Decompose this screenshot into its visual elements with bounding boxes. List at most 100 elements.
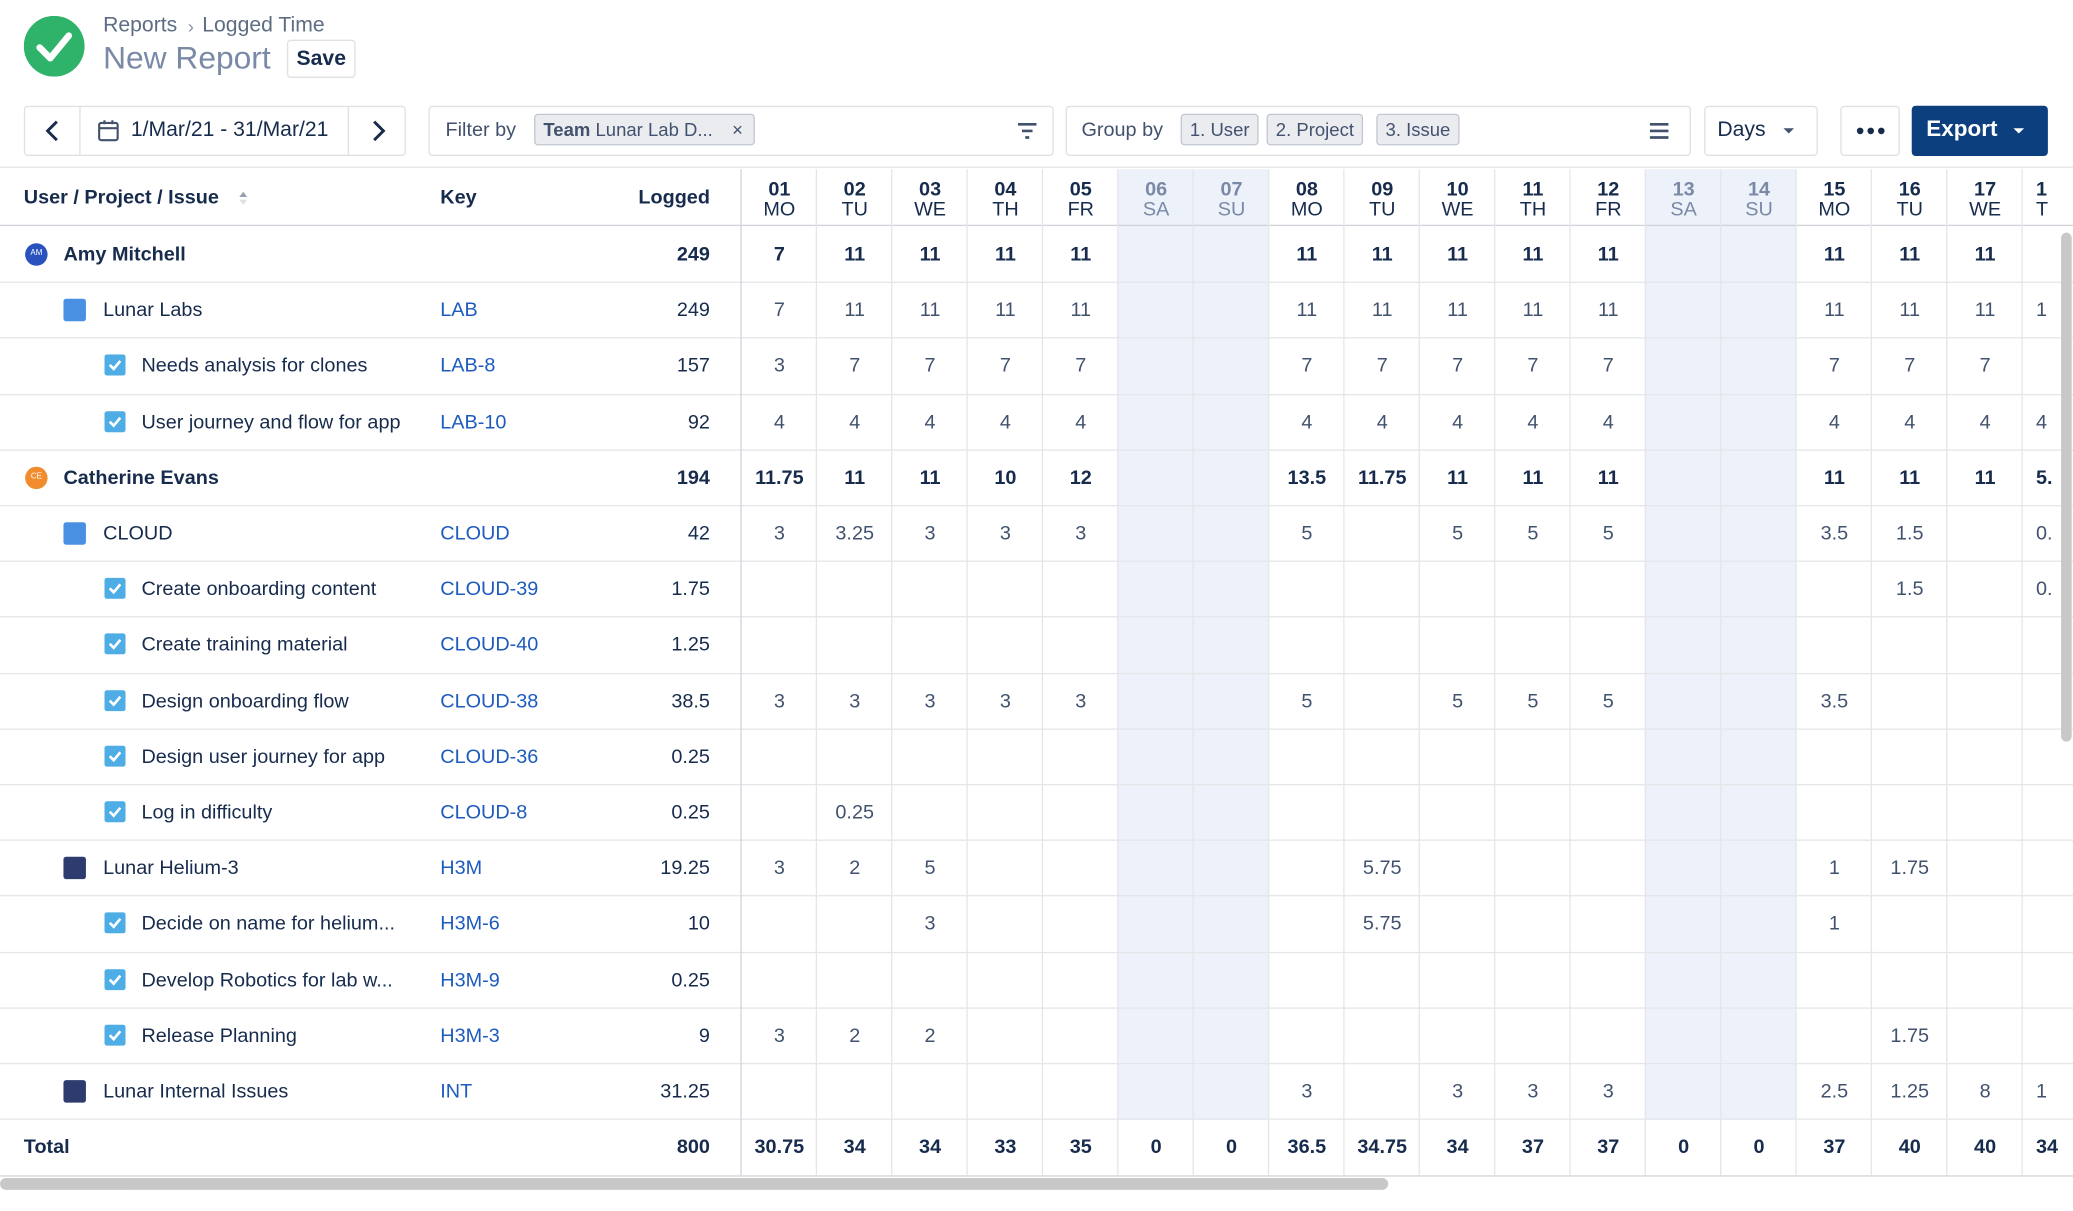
column-line bbox=[1343, 169, 1345, 1176]
day-hours: 3 bbox=[1075, 689, 1087, 713]
day-hours: 8 bbox=[1979, 1080, 1991, 1103]
issue-key[interactable]: CLOUD-38 bbox=[440, 689, 539, 713]
day-number: 03 bbox=[919, 178, 942, 201]
day-hours: 7 bbox=[1452, 354, 1464, 378]
prev-button[interactable] bbox=[40, 118, 66, 144]
issue-key[interactable]: H3M-9 bbox=[440, 968, 500, 992]
day-hours: 7 bbox=[773, 243, 785, 266]
column-header: Logged bbox=[638, 186, 710, 209]
weekend-column bbox=[1193, 169, 1270, 1121]
issue-key[interactable]: CLOUD-39 bbox=[440, 577, 539, 601]
row-label: Decide on name for helium... bbox=[141, 912, 395, 936]
filter-chip[interactable]: Team Lunar Lab D... × bbox=[534, 113, 755, 146]
project-icon bbox=[63, 856, 86, 880]
issue-key[interactable]: H3M bbox=[440, 856, 483, 880]
filter-icon[interactable] bbox=[1015, 119, 1039, 143]
issue-key[interactable]: LAB bbox=[440, 299, 478, 322]
day-weekday: TH bbox=[1519, 198, 1547, 221]
day-hours: 3 bbox=[1452, 1080, 1464, 1103]
day-weekday: TU bbox=[841, 198, 868, 221]
save-button[interactable]: Save bbox=[286, 39, 356, 79]
issue-checkbox bbox=[104, 410, 126, 439]
column-line bbox=[1267, 169, 1270, 1176]
period-select[interactable] bbox=[1704, 105, 1818, 157]
day-hours: 7 bbox=[1075, 354, 1087, 378]
date-range[interactable]: 1/Mar/21 - 31/Mar/21 bbox=[130, 118, 329, 142]
weekend-column bbox=[1645, 169, 1722, 1121]
v-scrollbar[interactable] bbox=[2061, 232, 2072, 742]
row-line bbox=[0, 672, 2073, 674]
menu-icon[interactable] bbox=[1647, 119, 1671, 143]
issue-key[interactable]: H3M-6 bbox=[440, 912, 500, 936]
day-hours: 4 bbox=[849, 410, 861, 434]
day-hours: 3 bbox=[1301, 1080, 1313, 1103]
day-hours: 1.75 bbox=[1890, 1024, 1930, 1047]
issue-checkbox bbox=[104, 745, 126, 773]
issue-key[interactable]: CLOUD bbox=[440, 522, 510, 545]
day-hours: 11 bbox=[1899, 243, 1921, 266]
issue-key[interactable]: H3M-3 bbox=[440, 1024, 500, 1047]
day-number: 1 bbox=[2035, 178, 2048, 201]
row-line bbox=[0, 839, 2073, 842]
day-hours: 3 bbox=[999, 522, 1011, 545]
more-icon bbox=[1856, 127, 1885, 135]
issue-key[interactable]: CLOUD-8 bbox=[440, 801, 528, 824]
day-hours: 7 bbox=[999, 354, 1011, 378]
column-line bbox=[815, 169, 818, 1176]
table-top-line bbox=[0, 166, 2073, 168]
group-chip[interactable]: 3. Issue bbox=[1376, 113, 1460, 146]
chip-remove[interactable]: × bbox=[732, 118, 744, 141]
day-hours: 5 bbox=[1452, 689, 1464, 713]
group-chip[interactable]: 2. Project bbox=[1266, 113, 1364, 146]
row-line bbox=[0, 616, 2073, 618]
day-hours: 2 bbox=[849, 1024, 861, 1047]
group-chip[interactable]: 1. User bbox=[1180, 113, 1259, 146]
h-scrollbar[interactable] bbox=[0, 1177, 1389, 1190]
day-hours: 3 bbox=[1602, 1080, 1614, 1103]
day-hours: 11 bbox=[1899, 299, 1921, 322]
day-hours: 3 bbox=[999, 689, 1011, 713]
issue-checkbox bbox=[104, 968, 126, 997]
day-hours: 11 bbox=[1597, 466, 1619, 489]
row-label: Release Planning bbox=[141, 1024, 297, 1047]
issue-key[interactable]: CLOUD-40 bbox=[440, 633, 539, 657]
day-hours: 11 bbox=[1371, 243, 1393, 266]
issue-checkbox bbox=[104, 354, 126, 383]
logged-total: 38.5 bbox=[671, 689, 710, 713]
next-button[interactable] bbox=[365, 118, 391, 144]
total-day: 0 bbox=[1225, 1135, 1238, 1159]
day-hours: 11 bbox=[1974, 466, 1996, 489]
export-button[interactable] bbox=[1911, 105, 2048, 157]
total-day: 34 bbox=[919, 1135, 942, 1159]
day-hours: 4 bbox=[1602, 410, 1614, 434]
day-hours: 11 bbox=[1522, 243, 1544, 266]
day-hours: 4 bbox=[1828, 410, 1840, 434]
logged-total: 0.25 bbox=[671, 968, 710, 992]
issue-key[interactable]: LAB-10 bbox=[440, 410, 507, 434]
issue-key[interactable]: INT bbox=[440, 1080, 473, 1103]
caret bbox=[1783, 128, 1795, 134]
total-line bbox=[0, 1175, 2073, 1177]
day-number: 05 bbox=[1069, 178, 1092, 201]
row-line bbox=[0, 281, 2073, 284]
day-hours: 4 bbox=[1979, 410, 1991, 434]
column-header[interactable]: User / Project / Issue bbox=[23, 186, 219, 209]
project-icon bbox=[63, 1080, 86, 1103]
breadcrumb-link[interactable]: Reports bbox=[103, 14, 178, 38]
day-hours: 11 bbox=[1522, 299, 1544, 322]
day-weekday: SU bbox=[1745, 198, 1773, 221]
period-value: Days bbox=[1717, 118, 1766, 142]
logged-total: 0.25 bbox=[671, 801, 710, 824]
column-line bbox=[1795, 169, 1797, 1176]
total-day: 30.75 bbox=[754, 1135, 805, 1159]
day-hours: 5 bbox=[1602, 522, 1614, 545]
issue-checkbox bbox=[104, 689, 126, 718]
column-line bbox=[966, 169, 968, 1176]
issue-key[interactable]: CLOUD-36 bbox=[440, 745, 539, 768]
column-line bbox=[1946, 169, 1948, 1176]
filter-label: Filter by bbox=[445, 118, 517, 142]
logged-total: 249 bbox=[676, 299, 710, 322]
total-day: 37 bbox=[1823, 1135, 1846, 1159]
day-weekday: SU bbox=[1217, 198, 1246, 221]
issue-key[interactable]: LAB-8 bbox=[440, 354, 496, 378]
